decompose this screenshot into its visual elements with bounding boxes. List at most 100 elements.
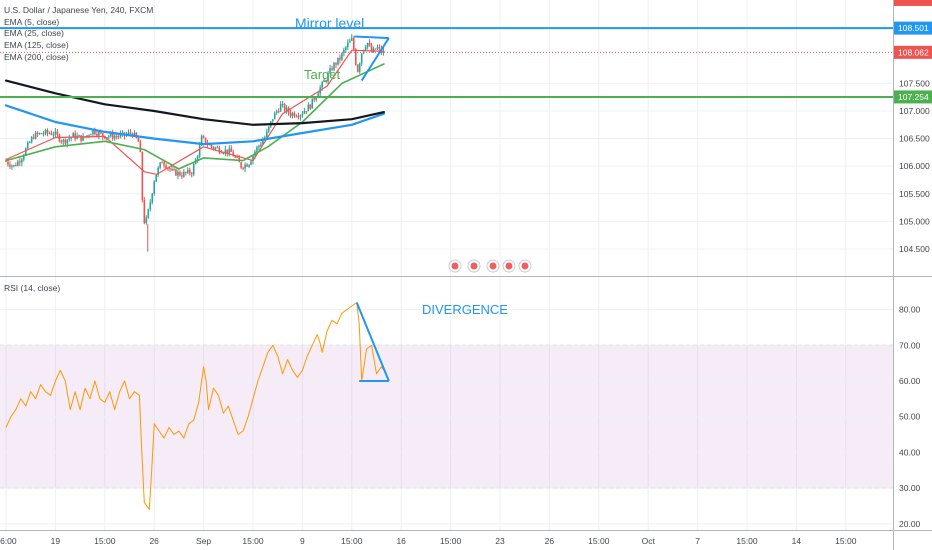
candle-body bbox=[273, 112, 276, 120]
candle-body bbox=[232, 151, 235, 157]
event-marker-flag-icon bbox=[470, 262, 478, 270]
candle-body bbox=[42, 133, 45, 135]
candle-body bbox=[21, 159, 23, 163]
candle-body bbox=[56, 131, 59, 135]
candle-body bbox=[147, 209, 150, 218]
symbol-title[interactable]: U.S. Dollar / Japanese Yen, 240, FXCM bbox=[4, 5, 154, 15]
candle-body bbox=[315, 96, 318, 100]
candle-body bbox=[143, 200, 146, 224]
indicator-ema-125[interactable]: EMA (125, close) bbox=[4, 40, 69, 51]
price-tag-top bbox=[894, 0, 932, 6]
candle-body bbox=[111, 133, 114, 139]
candle-body bbox=[370, 45, 373, 52]
candle-body bbox=[327, 73, 329, 82]
candle-body bbox=[19, 161, 21, 163]
candle-body bbox=[139, 141, 142, 153]
candle-body bbox=[311, 98, 314, 109]
price-trendline[interactable] bbox=[354, 35, 389, 40]
indicator-ema-25[interactable]: EMA (25, close) bbox=[4, 28, 64, 39]
price-tick-label: 106.000 bbox=[899, 161, 930, 171]
candle-body bbox=[262, 140, 264, 145]
candle-body bbox=[283, 104, 286, 111]
candle-body bbox=[337, 57, 339, 65]
candle-body bbox=[212, 147, 215, 149]
time-axis-label: 15:00 bbox=[440, 536, 462, 546]
candle-body bbox=[351, 37, 353, 41]
candle-body bbox=[7, 161, 9, 165]
ema-line[interactable] bbox=[5, 49, 385, 175]
time-axis-label: 16 bbox=[396, 536, 406, 546]
mirror-level-annotation[interactable]: Mirror level bbox=[295, 15, 365, 31]
price-tag[interactable] bbox=[894, 21, 932, 35]
candle-body bbox=[175, 169, 177, 176]
rsi-line[interactable] bbox=[5, 302, 385, 510]
candle-body bbox=[331, 68, 333, 70]
candle-body bbox=[117, 136, 120, 138]
candle-body bbox=[295, 116, 298, 118]
indicator-ema-200[interactable]: EMA (200, close) bbox=[4, 51, 69, 62]
candle-body bbox=[230, 148, 233, 152]
candle-body bbox=[169, 168, 171, 170]
candle-body bbox=[244, 164, 246, 169]
candle-body bbox=[159, 162, 161, 168]
candle-body bbox=[228, 148, 231, 154]
candle-body bbox=[82, 136, 84, 141]
candle-body bbox=[354, 49, 357, 65]
rsi-tick-label: 60.00 bbox=[899, 376, 921, 386]
time-axis-label: 15:00 bbox=[736, 536, 758, 546]
candle-body bbox=[234, 156, 237, 158]
candle-body bbox=[188, 169, 191, 174]
time-axis-label: Oct bbox=[642, 536, 656, 546]
candle-body bbox=[246, 164, 248, 167]
rsi-tick-label: 40.00 bbox=[899, 447, 921, 457]
event-marker-flag-icon bbox=[521, 262, 529, 270]
time-axis-label: Sep bbox=[196, 536, 211, 546]
candle-body bbox=[86, 135, 88, 137]
price-tag[interactable] bbox=[894, 45, 932, 59]
target-annotation[interactable]: Target bbox=[304, 67, 341, 82]
candle-body bbox=[266, 131, 268, 138]
candle-body bbox=[34, 132, 37, 139]
candle-body bbox=[52, 134, 55, 136]
candle-body bbox=[339, 57, 341, 60]
divergence-annotation[interactable]: DIVERGENCE bbox=[422, 302, 508, 317]
candle-body bbox=[165, 165, 167, 169]
candle-body bbox=[141, 152, 144, 201]
candle-body bbox=[96, 133, 98, 136]
candle-body bbox=[256, 147, 258, 152]
candle-body bbox=[352, 37, 355, 50]
candle-body bbox=[68, 138, 71, 140]
candle-body bbox=[102, 133, 104, 137]
candle-body bbox=[11, 165, 13, 167]
candle-body bbox=[260, 144, 262, 146]
event-marker-flag-icon bbox=[489, 262, 497, 270]
candle-body bbox=[163, 162, 165, 166]
indicator-ema-5[interactable]: EMA (5, close) bbox=[4, 16, 60, 27]
candle-body bbox=[145, 217, 148, 224]
candle-body bbox=[364, 47, 367, 50]
price-tick-label: 107.000 bbox=[899, 106, 930, 116]
candle-body bbox=[24, 148, 27, 156]
candle-body bbox=[9, 164, 11, 167]
candle-body bbox=[258, 145, 260, 148]
candle-body bbox=[366, 42, 369, 48]
ema-line[interactable] bbox=[5, 63, 385, 170]
time-axis-label: 23 bbox=[495, 536, 505, 546]
candle-body bbox=[179, 171, 181, 176]
candle-body bbox=[192, 164, 195, 175]
ema-line[interactable] bbox=[4, 104, 385, 146]
price-trendline[interactable] bbox=[360, 37, 390, 82]
candle-body bbox=[345, 47, 347, 50]
event-marker-flag-icon bbox=[451, 262, 459, 270]
price-tag[interactable] bbox=[894, 90, 932, 104]
candle-body bbox=[220, 152, 223, 154]
candle-body bbox=[137, 137, 140, 142]
candle-body bbox=[38, 133, 41, 135]
time-axis-label: 19 bbox=[51, 536, 61, 546]
rsi-trendline[interactable] bbox=[355, 302, 390, 382]
candle-body bbox=[98, 132, 100, 136]
rsi-legend[interactable]: RSI (14, close) bbox=[4, 283, 61, 293]
candle-body bbox=[202, 136, 205, 138]
